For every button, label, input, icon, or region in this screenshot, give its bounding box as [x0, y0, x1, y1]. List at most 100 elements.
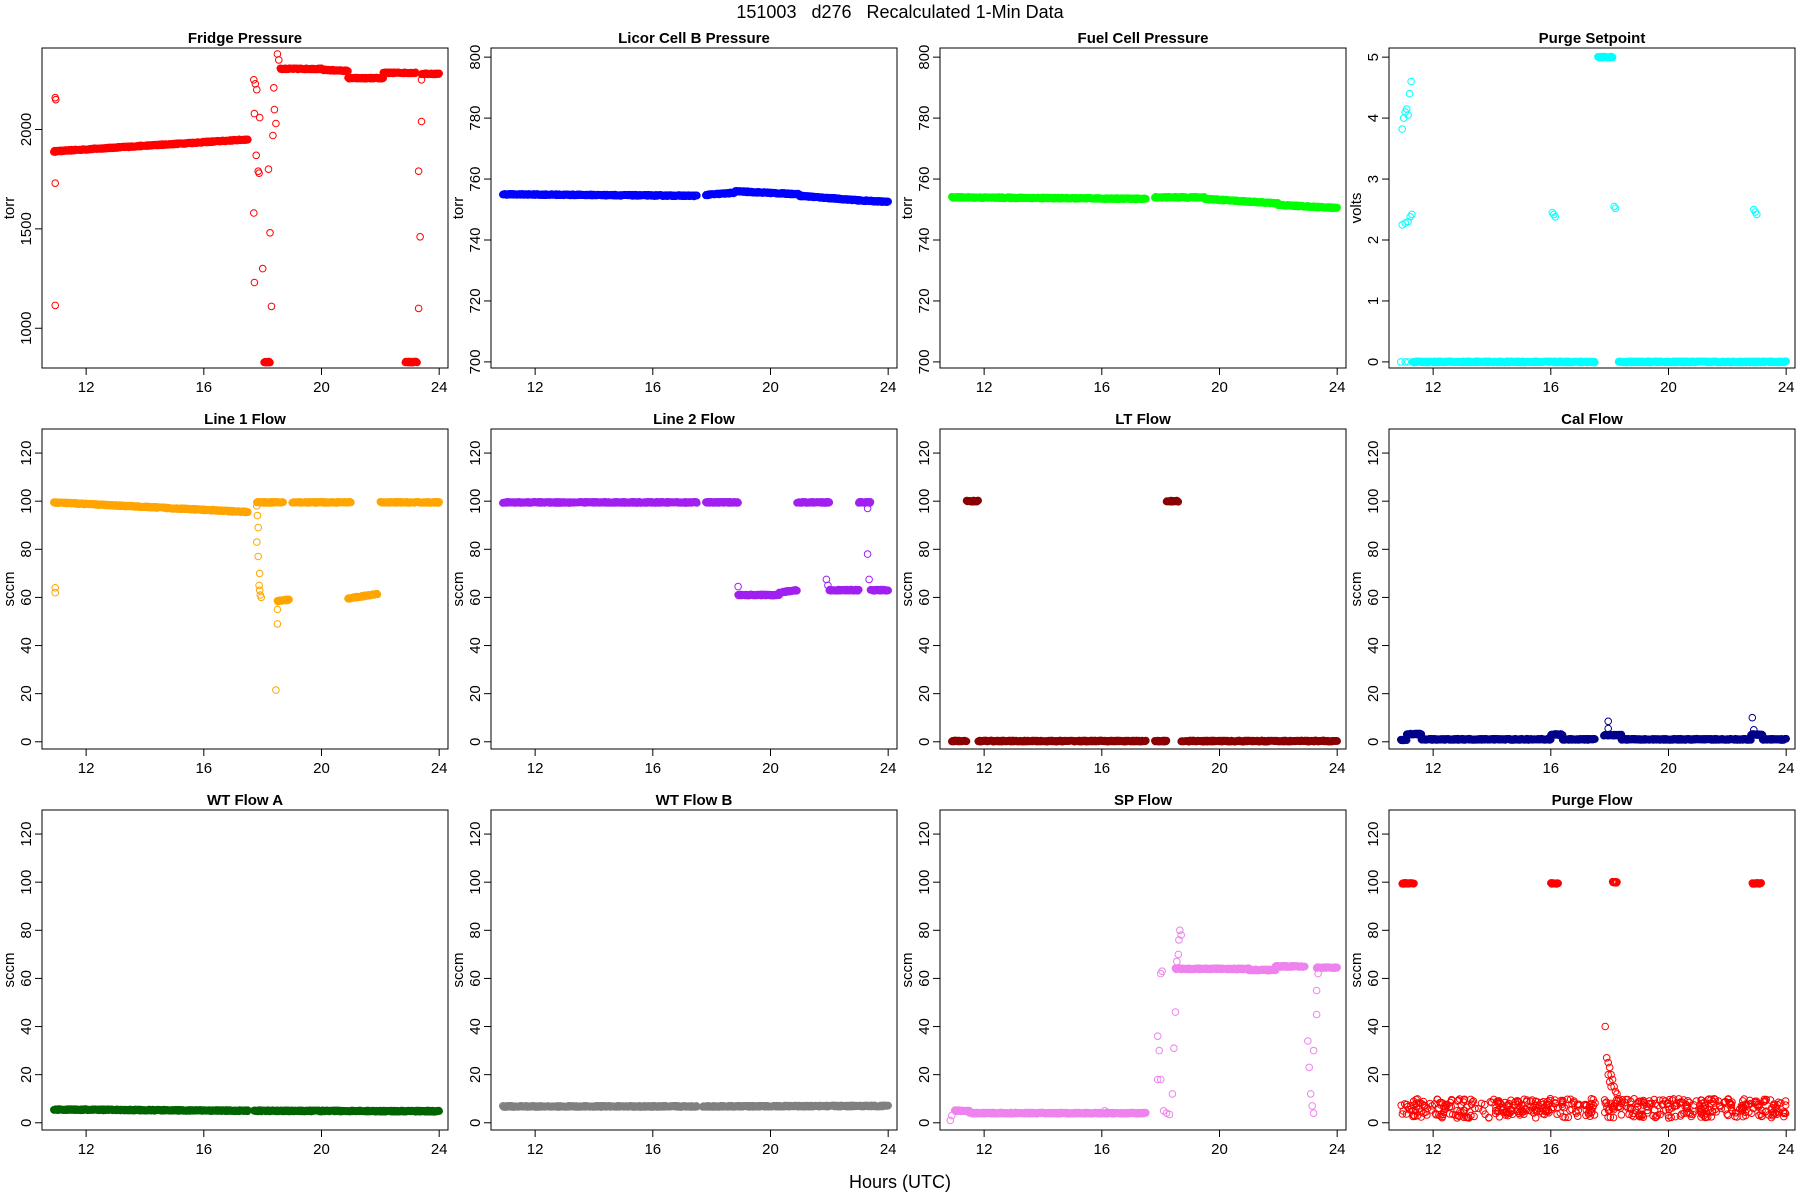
x-tick-label: 20	[762, 760, 779, 777]
data-point	[270, 105, 279, 114]
x-tick-label: 12	[1425, 379, 1442, 396]
data-point	[254, 552, 263, 561]
x-tick-label: 20	[313, 379, 330, 396]
x-tick-label: 16	[1093, 760, 1110, 777]
y-tick-label: 120	[467, 441, 484, 466]
figure-title: 151003 d276 Recalculated 1-Min Data	[736, 2, 1064, 22]
y-axis-label: torr	[899, 197, 916, 220]
data-point	[264, 165, 273, 173]
x-tick-label: 16	[644, 379, 661, 396]
y-tick-label: 20	[467, 685, 484, 702]
data-point	[416, 233, 424, 241]
data-point	[255, 569, 264, 578]
data-point	[1398, 125, 1406, 133]
data-point	[1407, 77, 1415, 86]
y-tick-label: 800	[467, 45, 484, 70]
y-tick-label: 5	[1365, 53, 1382, 61]
data-point	[250, 109, 259, 118]
data-point	[269, 131, 277, 140]
plot-frame	[490, 47, 898, 369]
x-tick-label: 20	[1660, 379, 1677, 396]
plot-frame	[939, 428, 1347, 750]
plot-frame	[41, 47, 449, 369]
data-point	[267, 302, 276, 311]
x-tick-label: 24	[880, 379, 897, 396]
y-tick-label: 40	[916, 637, 933, 654]
data-point	[414, 304, 423, 313]
panel-title: Licor Cell B Pressure	[618, 30, 770, 47]
y-tick-label: 4	[1365, 114, 1382, 122]
data-point	[258, 264, 267, 273]
data-point	[52, 95, 60, 104]
plot-frame	[939, 47, 1347, 369]
data-point	[272, 686, 280, 694]
x-tick-label: 12	[976, 760, 993, 777]
data-point	[266, 229, 274, 237]
y-tick-label: 60	[467, 589, 484, 606]
x-tick-label: 24	[1329, 760, 1346, 777]
data-point	[51, 301, 60, 310]
x-tick-label: 24	[1778, 379, 1795, 396]
data-point	[1405, 89, 1414, 98]
x-tick-label: 12	[78, 379, 95, 396]
y-tick-label: 720	[916, 288, 933, 313]
x-tick-label: 20	[762, 379, 779, 396]
y-tick-label: 2	[1365, 236, 1382, 244]
data-point	[863, 550, 872, 558]
y-tick-label: 20	[916, 685, 933, 702]
panel-title: Fridge Pressure	[188, 30, 302, 47]
panel-title: Line 1 Flow	[204, 411, 286, 428]
x-tick-label: 12	[78, 760, 95, 777]
y-axis-label: sccm	[1, 572, 18, 607]
panel-title: Purge Setpoint	[1539, 30, 1646, 47]
y-axis-label: sccm	[899, 572, 916, 607]
data-point	[1611, 204, 1620, 213]
x-tick-label: 24	[1329, 379, 1346, 396]
x-tick-label: 20	[1211, 379, 1228, 396]
y-tick-label: 80	[18, 541, 35, 558]
data-point	[435, 69, 444, 78]
y-tick-label: 80	[467, 541, 484, 558]
y-tick-label: 1500	[18, 212, 35, 245]
data-point	[734, 582, 742, 591]
data-point	[257, 593, 266, 602]
x-tick-label: 24	[431, 760, 448, 777]
y-tick-label: 20	[18, 685, 35, 702]
y-tick-label: 760	[916, 167, 933, 192]
x-tick-label: 24	[880, 760, 897, 777]
data-point	[250, 278, 259, 287]
y-tick-label: 780	[467, 106, 484, 131]
y-axis-label: volts	[1348, 193, 1365, 224]
y-tick-label: 120	[916, 441, 933, 466]
y-tick-label: 0	[916, 738, 933, 746]
data-point	[252, 85, 261, 94]
y-tick-label: 740	[916, 227, 933, 252]
y-tick-label: 700	[467, 349, 484, 374]
data-point	[250, 76, 258, 84]
data-point	[255, 169, 263, 177]
panel-title: Fuel Cell Pressure	[1078, 30, 1209, 47]
data-point	[1142, 195, 1150, 203]
panel-title: LT Flow	[1115, 411, 1171, 428]
x-tick-label: 16	[1093, 379, 1110, 396]
x-tick-label: 16	[1542, 379, 1559, 396]
x-tick-label: 20	[313, 760, 330, 777]
y-tick-label: 700	[916, 349, 933, 374]
data-point	[252, 151, 261, 160]
data-point	[272, 119, 280, 128]
data-point	[266, 358, 274, 367]
data-point	[51, 588, 60, 597]
y-tick-label: 800	[916, 45, 933, 70]
data-point	[275, 56, 283, 64]
x-tick-label: 16	[195, 760, 212, 777]
y-axis-label: torr	[1, 197, 18, 220]
panel-title: Line 2 Flow	[653, 411, 735, 428]
data-point	[413, 358, 421, 367]
y-axis-label: sccm	[450, 572, 467, 607]
